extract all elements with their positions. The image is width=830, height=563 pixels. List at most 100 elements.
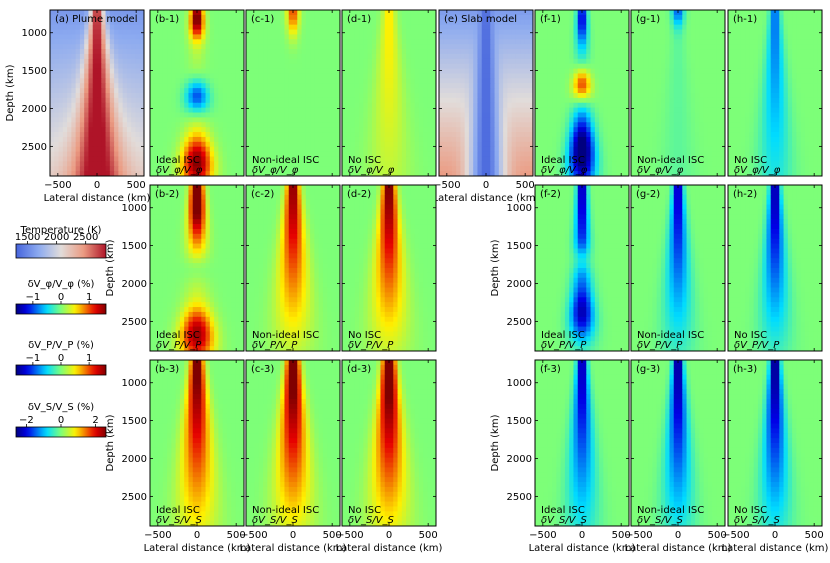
heatmap-cell bbox=[214, 39, 219, 45]
heatmap-cell bbox=[293, 78, 298, 84]
heatmap-cell bbox=[586, 39, 592, 45]
heatmap-cell bbox=[556, 53, 562, 60]
heatmap-cell bbox=[720, 58, 725, 65]
heatmap-cell bbox=[431, 171, 436, 176]
heatmap-cell bbox=[293, 97, 298, 104]
heatmap-cell bbox=[607, 93, 613, 99]
heatmap-cell bbox=[218, 68, 224, 75]
heatmap-cell bbox=[599, 49, 604, 55]
heatmap-cell bbox=[263, 161, 268, 167]
heatmap-cell bbox=[188, 19, 194, 26]
heatmap-cell bbox=[158, 34, 164, 40]
heatmap-cell bbox=[573, 24, 579, 31]
heatmap-cell bbox=[507, 49, 513, 55]
heatmap-cell bbox=[284, 88, 290, 94]
heatmap-cell bbox=[354, 19, 360, 26]
heatmap-cell bbox=[494, 49, 500, 55]
heatmap-cell bbox=[414, 151, 420, 158]
heatmap-cell bbox=[547, 146, 553, 153]
heatmap-cell bbox=[363, 39, 369, 45]
heatmap-cell bbox=[171, 112, 177, 119]
heatmap-cell bbox=[481, 39, 487, 45]
heatmap-cell bbox=[331, 58, 337, 65]
heatmap-cell bbox=[171, 19, 177, 26]
heatmap-cell bbox=[594, 112, 600, 119]
heatmap-cell bbox=[652, 44, 658, 50]
heatmap-cell bbox=[560, 10, 566, 16]
heatmap-cell bbox=[418, 44, 424, 50]
heatmap-cell bbox=[498, 68, 504, 75]
heatmap-cell bbox=[515, 68, 521, 75]
heatmap-cell bbox=[528, 49, 533, 55]
heatmap-cell bbox=[201, 10, 207, 16]
heatmap-cell bbox=[54, 161, 60, 167]
heatmap-cell bbox=[648, 83, 653, 89]
heatmap-cell bbox=[599, 14, 604, 21]
heatmap-cell bbox=[226, 141, 232, 148]
heatmap-cell bbox=[573, 78, 579, 84]
heatmap-cell bbox=[686, 58, 692, 65]
heatmap-cell bbox=[122, 127, 128, 133]
heatmap-cell bbox=[393, 68, 399, 75]
heatmap-cell bbox=[118, 14, 124, 21]
heatmap-cell bbox=[350, 44, 356, 50]
heatmap-cell bbox=[539, 68, 545, 75]
heatmap-cell bbox=[175, 107, 181, 114]
heatmap-cell bbox=[67, 78, 72, 84]
heatmap-cell bbox=[490, 24, 496, 31]
heatmap-cell bbox=[477, 78, 483, 84]
heatmap-cell bbox=[486, 97, 491, 104]
heatmap-cell bbox=[184, 39, 190, 45]
heatmap-cell bbox=[389, 117, 394, 123]
y-axis-label: Depth (km) bbox=[5, 64, 16, 121]
heatmap-cell bbox=[205, 68, 211, 75]
heatmap-cell bbox=[707, 29, 713, 36]
heatmap-cell bbox=[350, 97, 356, 104]
heatmap-cell bbox=[507, 127, 513, 133]
heatmap-cell bbox=[254, 136, 260, 143]
heatmap-cell bbox=[288, 93, 294, 99]
heatmap-cell bbox=[594, 127, 600, 133]
heatmap-cell bbox=[218, 29, 224, 36]
heatmap-cell bbox=[582, 136, 587, 143]
heatmap-cell bbox=[367, 34, 373, 40]
heatmap-cell bbox=[293, 146, 298, 153]
heatmap-cell bbox=[695, 10, 700, 16]
heatmap-cell bbox=[603, 146, 609, 153]
heatmap-cell bbox=[607, 78, 613, 84]
heatmap-cell bbox=[427, 88, 433, 94]
heatmap-cell bbox=[665, 78, 671, 84]
heatmap-cell bbox=[543, 10, 549, 16]
heatmap-cell bbox=[410, 107, 416, 114]
heatmap-cell bbox=[720, 88, 725, 94]
heatmap-cell bbox=[443, 78, 449, 84]
heatmap-cell bbox=[678, 19, 683, 26]
heatmap-cell bbox=[188, 102, 194, 109]
heatmap-cell bbox=[79, 97, 85, 104]
heatmap-cell bbox=[135, 78, 141, 84]
heatmap-cell bbox=[439, 63, 444, 70]
heatmap-cell bbox=[158, 63, 164, 70]
heatmap-cell bbox=[335, 136, 340, 143]
heatmap-cell bbox=[624, 78, 629, 84]
heatmap-cell bbox=[660, 10, 666, 16]
heatmap-cell bbox=[577, 78, 583, 84]
heatmap-cell bbox=[158, 151, 164, 158]
heatmap-cell bbox=[611, 102, 617, 109]
heatmap-cell bbox=[665, 63, 671, 70]
heatmap-cell bbox=[263, 97, 268, 104]
heatmap-cell bbox=[511, 107, 517, 114]
heatmap-cell bbox=[105, 39, 111, 45]
heatmap-cell bbox=[507, 63, 513, 70]
heatmap-cell bbox=[611, 151, 617, 158]
heatmap-cell bbox=[114, 29, 119, 36]
heatmap-cell bbox=[427, 49, 433, 55]
heatmap-cell bbox=[150, 14, 155, 21]
heatmap-cell bbox=[179, 34, 185, 40]
heatmap-cell bbox=[131, 83, 137, 89]
heatmap-cell bbox=[490, 136, 496, 143]
heatmap-cell bbox=[490, 19, 496, 26]
heatmap-cell bbox=[486, 34, 491, 40]
heatmap-cell bbox=[167, 78, 172, 84]
heatmap-cell bbox=[460, 171, 466, 176]
